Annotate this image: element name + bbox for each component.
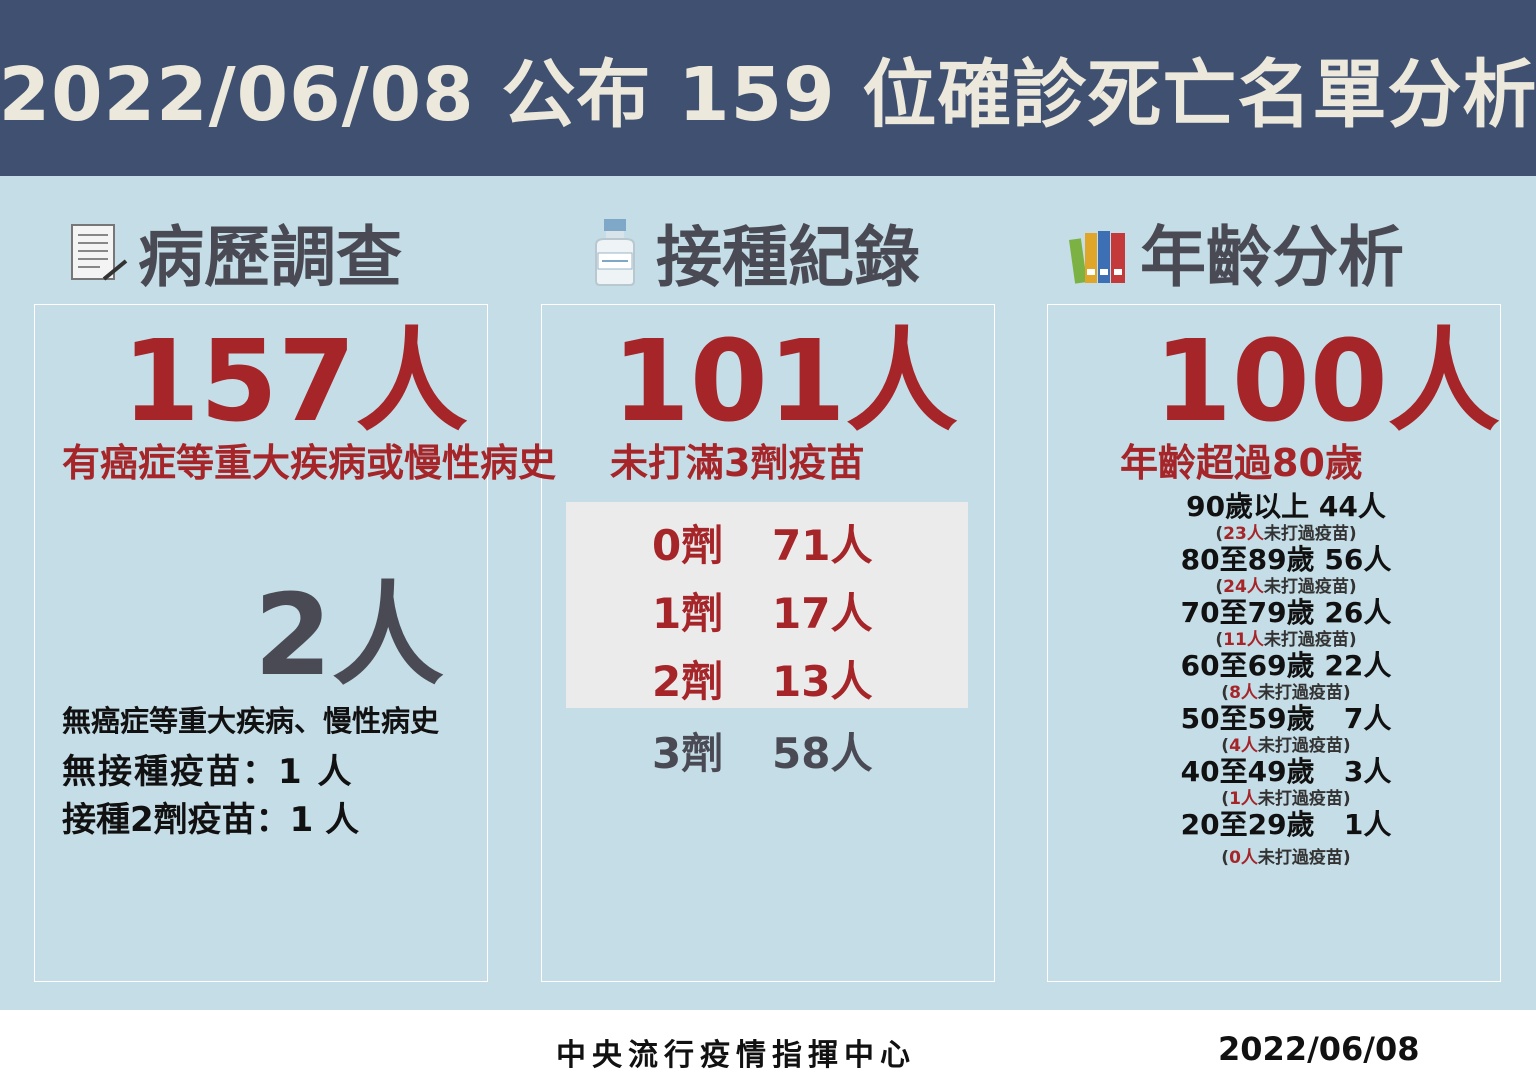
section-title-age: 年齡分析 xyxy=(1068,208,1404,296)
section-title-history: 病歷調查 xyxy=(66,208,402,296)
unvax-suffix: 未打過疫苗 xyxy=(1263,577,1349,597)
dose-label: 0劑 xyxy=(652,521,724,570)
age-group-label: 70至79歲 26人 xyxy=(1180,596,1392,629)
history-sub-desc: 無癌症等重大疾病、慢性病史 xyxy=(62,704,440,738)
unvax-count: 1人 xyxy=(1229,789,1258,809)
dose-count: 17人 xyxy=(772,589,873,638)
history-two-dose-line: 接種2劑疫苗：1 人 xyxy=(62,800,360,840)
age-main-desc: 年齡超過80歲 xyxy=(1120,441,1363,485)
header-banner: 2022/06/08 公布 159 位確診死亡名單分析 xyxy=(0,0,1536,176)
panel-history xyxy=(34,304,488,982)
history-sub-count: 2人 xyxy=(254,571,444,701)
unvax-count: 24人 xyxy=(1223,577,1264,597)
dose-count: 13人 xyxy=(772,657,873,706)
unvax-suffix: 未打過疫苗 xyxy=(1257,848,1343,868)
dose-row: 3劑 58人 xyxy=(566,716,968,778)
dose-count: 71人 xyxy=(772,521,873,570)
age-group-note: (24人未打過疫苗) xyxy=(1215,577,1357,597)
dose-row: 0劑 71人 xyxy=(566,508,968,570)
dose-count: 58人 xyxy=(772,729,873,778)
page-title: 2022/06/08 公布 159 位確診死亡名單分析 xyxy=(0,51,1536,138)
age-group-note: (23人未打過疫苗) xyxy=(1215,524,1357,544)
document-pen-icon xyxy=(71,224,128,281)
footer: 中央流行疫情指揮中心 2022/06/08 xyxy=(0,1010,1536,1086)
dose-label: 3劑 xyxy=(652,729,724,778)
age-group-label: 90歲以上 44人 xyxy=(1186,490,1386,523)
dose-row: 1劑 17人 xyxy=(566,576,968,638)
history-main-count: 157人 xyxy=(122,317,468,447)
age-group-label: 80至89歲 56人 xyxy=(1180,543,1392,576)
dose-label: 2劑 xyxy=(652,657,724,706)
age-group-label: 60至69歲 22人 xyxy=(1180,649,1392,682)
panel-vaccination xyxy=(541,304,995,982)
unvax-count: 8人 xyxy=(1229,683,1258,703)
section-title-vaccination: 接種紀錄 xyxy=(584,208,920,296)
age-group-note: (8人未打過疫苗) xyxy=(1221,683,1351,703)
footer-org: 中央流行疫情指揮中心 xyxy=(556,1038,916,1073)
age-group-label: 20至29歲 1人 xyxy=(1180,808,1392,841)
panel-age xyxy=(1047,304,1501,982)
age-main-count: 100人 xyxy=(1154,317,1500,447)
unvax-count: 23人 xyxy=(1223,524,1264,544)
age-group-note: (0人未打過疫苗) xyxy=(1221,848,1351,868)
age-group-note: (4人未打過疫苗) xyxy=(1221,736,1351,756)
age-group-label: 40至49歲 3人 xyxy=(1180,755,1392,788)
books-icon xyxy=(1068,231,1125,284)
dose-label: 1劑 xyxy=(652,589,724,638)
unvax-suffix: 未打過疫苗 xyxy=(1263,524,1349,544)
section-title-history-label: 病歷調查 xyxy=(138,219,402,296)
unvax-suffix: 未打過疫苗 xyxy=(1257,736,1343,756)
age-group-note: (1人未打過疫苗) xyxy=(1221,789,1351,809)
dose-highlight-box xyxy=(566,502,968,708)
vaccine-bottle-icon xyxy=(595,219,635,286)
unvax-suffix: 未打過疫苗 xyxy=(1257,683,1343,703)
section-title-vaccination-label: 接種紀錄 xyxy=(656,219,920,296)
dose-row: 2劑 13人 xyxy=(566,644,968,706)
unvax-suffix: 未打過疫苗 xyxy=(1257,789,1343,809)
age-group-label: 50至59歲 7人 xyxy=(1180,702,1392,735)
unvax-count: 11人 xyxy=(1223,630,1264,650)
unvax-count: 4人 xyxy=(1229,736,1258,756)
vaccination-main-desc: 未打滿3劑疫苗 xyxy=(610,441,865,485)
vaccination-main-count: 101人 xyxy=(612,317,958,447)
history-no-vaccine-line: 無接種疫苗：1 人 xyxy=(62,752,354,792)
footer-date: 2022/06/08 xyxy=(1218,1030,1420,1068)
history-main-desc: 有癌症等重大疾病或慢性病史 xyxy=(62,441,557,485)
unvax-count: 0人 xyxy=(1229,848,1258,868)
section-title-age-label: 年齡分析 xyxy=(1140,219,1404,296)
age-group-note: (11人未打過疫苗) xyxy=(1215,630,1357,650)
unvax-suffix: 未打過疫苗 xyxy=(1263,630,1349,650)
